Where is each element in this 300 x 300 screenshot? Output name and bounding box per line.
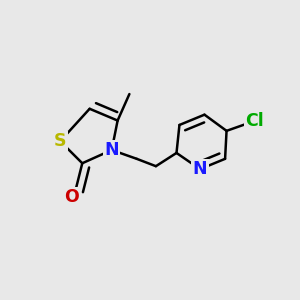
Text: O: O: [64, 188, 79, 206]
Text: Cl: Cl: [245, 112, 264, 130]
Text: S: S: [54, 132, 66, 150]
Text: N: N: [193, 160, 207, 178]
Text: N: N: [104, 141, 119, 159]
